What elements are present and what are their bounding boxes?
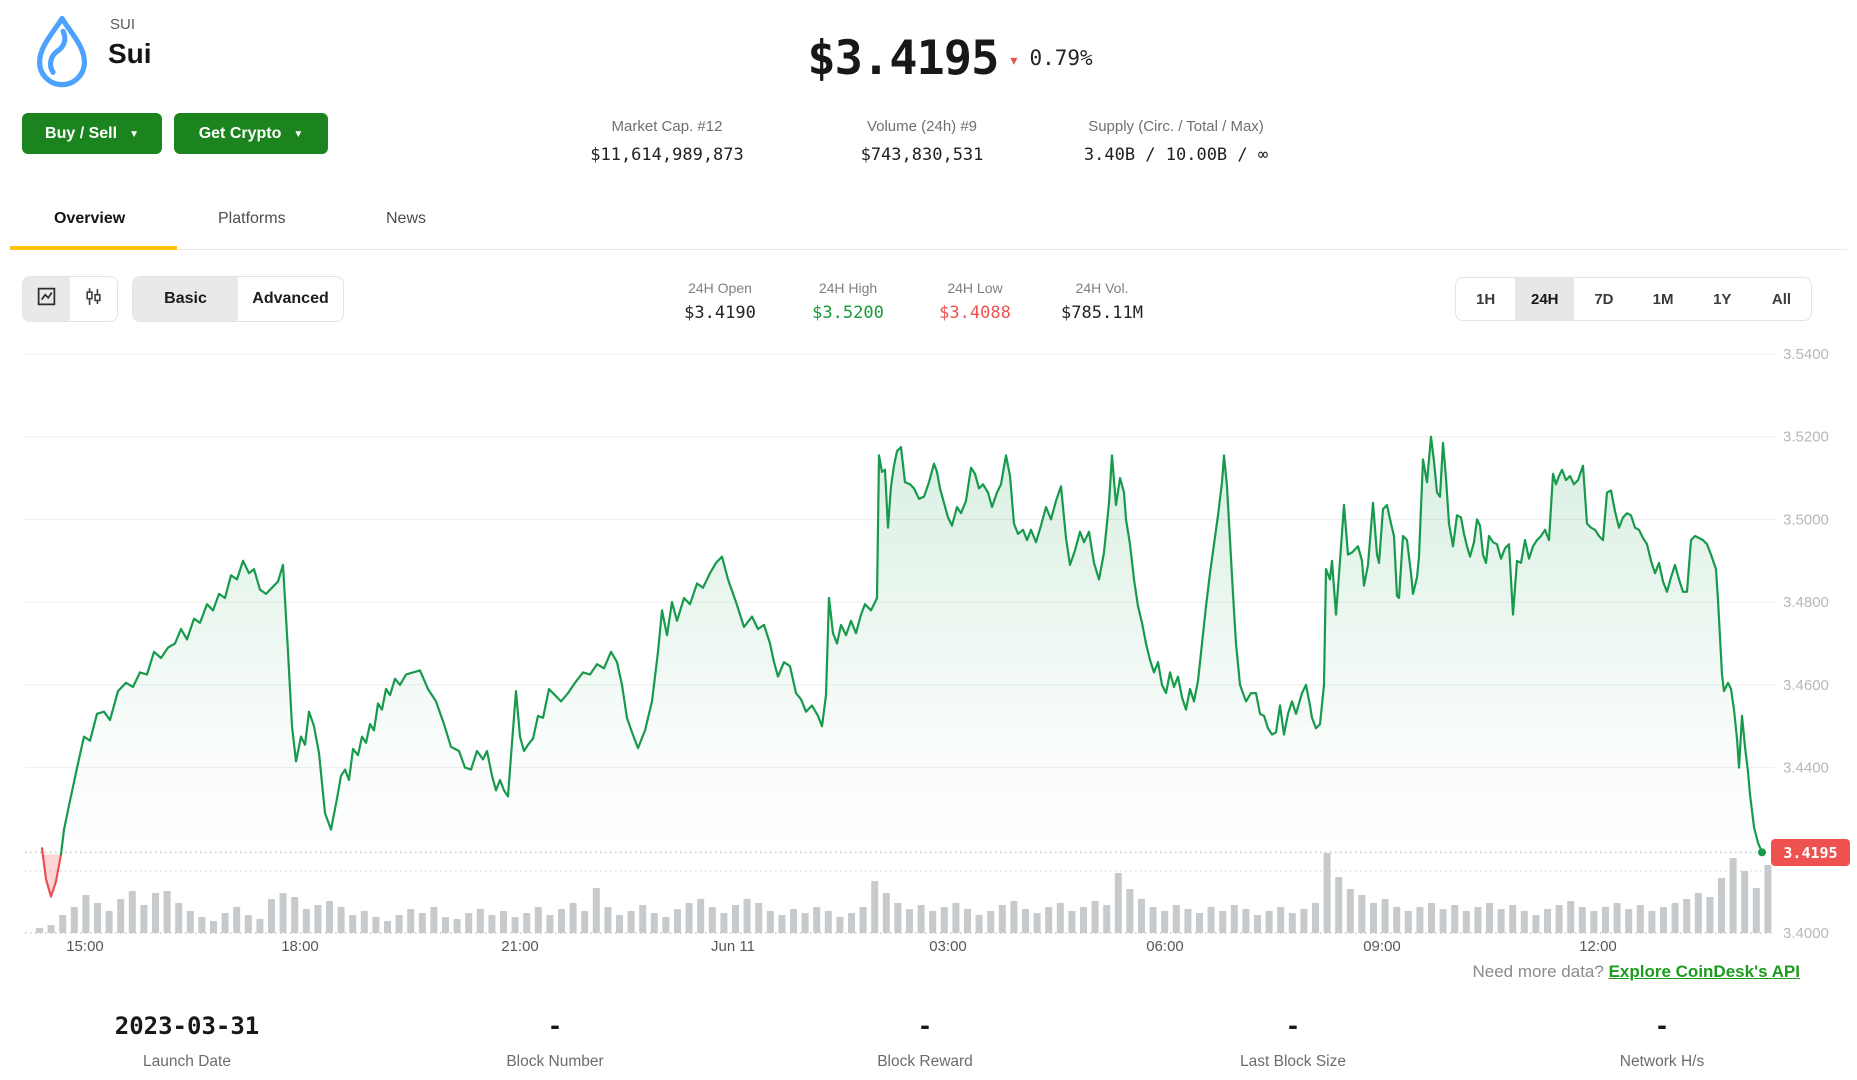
range-1y-button[interactable]: 1Y: [1713, 290, 1732, 308]
network-hs-label: Network H/s: [1619, 1053, 1705, 1070]
launch-date-stat: 2023-03-31 Launch Date: [27, 1012, 347, 1071]
volume-stat: Volume (24h) #9 $743,830,531: [792, 118, 1052, 165]
svg-text:12:00: 12:00: [1579, 938, 1617, 955]
day-open-label: 24H Open: [688, 280, 752, 296]
svg-text:Jun 11: Jun 11: [711, 938, 755, 955]
block-reward-value: -: [917, 1012, 933, 1040]
svg-text:3.5200: 3.5200: [1783, 429, 1829, 446]
chevron-down-icon: ▼: [293, 129, 304, 140]
supply-value: 3.40B / 10.00B / ∞: [1083, 145, 1269, 165]
coin-symbol: SUI: [110, 16, 136, 33]
price-header: $3.4195 ▾ 0.79%: [640, 26, 1260, 90]
tab-divider: [10, 249, 1847, 250]
svg-text:03:00: 03:00: [929, 938, 967, 955]
day-volume-value: $785.11M: [1061, 303, 1143, 323]
day-high-label: 24H High: [818, 280, 878, 296]
market-cap-label: Market Cap. #12: [611, 118, 723, 135]
tab-news[interactable]: News: [386, 210, 427, 227]
price-down-triangle-icon: ▾: [1010, 51, 1018, 68]
tab-overview[interactable]: Overview: [54, 210, 126, 227]
block-number-label: Block Number: [506, 1053, 604, 1070]
time-range-selector: 1H 24H 7D 1M 1Y All: [1455, 277, 1812, 321]
candlestick-icon: [83, 286, 104, 312]
candlestick-toggle[interactable]: [70, 277, 117, 321]
supply-stat: Supply (Circ. / Total / Max) 3.40B / 10.…: [1046, 118, 1306, 165]
current-price-badge: 3.4195: [1771, 839, 1850, 866]
line-chart-toggle[interactable]: [23, 277, 70, 321]
get-crypto-button[interactable]: Get Crypto ▼: [174, 113, 328, 154]
day-open-stat: 24H Open $3.4190: [650, 280, 790, 323]
basic-mode-button[interactable]: Basic: [133, 277, 238, 321]
chart-type-toggle: [22, 276, 118, 322]
market-cap-value: $11,614,989,873: [590, 145, 744, 165]
day-high-stat: 24H High $3.5200: [778, 280, 918, 323]
last-block-size-stat: - Last Block Size: [1133, 1012, 1453, 1071]
range-7d-button[interactable]: 7D: [1594, 290, 1614, 308]
line-chart-icon: [36, 286, 57, 312]
day-high-value: $3.5200: [812, 303, 884, 323]
svg-text:18:00: 18:00: [281, 938, 319, 955]
sui-logo-icon: [26, 14, 98, 88]
svg-text:3.4800: 3.4800: [1783, 594, 1829, 611]
get-crypto-label: Get Crypto: [198, 124, 282, 142]
day-volume-stat: 24H Vol. $785.11M: [1032, 280, 1172, 323]
price-change-percent: 0.79%: [1029, 46, 1093, 70]
supply-label: Supply (Circ. / Total / Max): [1088, 118, 1264, 135]
advanced-mode-button[interactable]: Advanced: [252, 290, 329, 307]
launch-date-value: 2023-03-31: [114, 1012, 260, 1040]
day-low-value: $3.4088: [939, 303, 1011, 323]
svg-text:15:00: 15:00: [66, 938, 104, 955]
chevron-down-icon: ▼: [129, 129, 139, 140]
market-cap-stat: Market Cap. #12 $11,614,989,873: [537, 118, 797, 165]
active-tab-underline: [10, 246, 177, 250]
block-reward-stat: - Block Reward: [765, 1012, 1085, 1071]
day-low-stat: 24H Low $3.4088: [905, 280, 1045, 323]
day-open-value: $3.4190: [684, 303, 756, 323]
network-hs-value: -: [1654, 1012, 1670, 1040]
block-number-value: -: [547, 1012, 563, 1040]
svg-text:3.4600: 3.4600: [1783, 677, 1829, 694]
svg-text:21:00: 21:00: [501, 938, 539, 955]
api-promo-text: Need more data?: [1472, 962, 1604, 981]
block-number-stat: - Block Number: [395, 1012, 715, 1071]
svg-text:3.4400: 3.4400: [1783, 760, 1829, 777]
svg-text:3.4000: 3.4000: [1783, 925, 1829, 942]
price-chart[interactable]: 3.5400 3.5200 3.5000 3.4800 3.4600 3.4400 3.40…: [0, 330, 1857, 990]
network-hs-stat: - Network H/s: [1502, 1012, 1822, 1071]
buy-sell-button[interactable]: Buy / Sell ▼: [22, 113, 162, 154]
explore-api-link[interactable]: Explore CoinDesk's API: [1608, 962, 1800, 981]
block-reward-label: Block Reward: [877, 1053, 973, 1070]
launch-date-label: Launch Date: [143, 1053, 231, 1070]
day-volume-label: 24H Vol.: [1075, 280, 1129, 296]
api-promo: Need more data? Explore CoinDesk's API: [1472, 962, 1800, 982]
tab-platforms[interactable]: Platforms: [218, 210, 286, 227]
svg-text:09:00: 09:00: [1363, 938, 1401, 955]
current-price: $3.4195: [807, 30, 999, 86]
svg-text:06:00: 06:00: [1146, 938, 1184, 955]
svg-text:3.5400: 3.5400: [1783, 346, 1829, 363]
range-1m-button[interactable]: 1M: [1652, 290, 1674, 308]
volume-label: Volume (24h) #9: [866, 118, 978, 135]
day-low-label: 24H Low: [947, 280, 1003, 296]
last-block-size-value: -: [1285, 1012, 1301, 1040]
last-block-size-label: Last Block Size: [1240, 1053, 1346, 1070]
range-1h-button[interactable]: 1H: [1475, 290, 1496, 308]
page-title: Sui: [108, 38, 152, 69]
buy-sell-label: Buy / Sell: [45, 124, 118, 142]
volume-value: $743,830,531: [860, 145, 984, 165]
range-all-button[interactable]: All: [1771, 290, 1792, 308]
basic-advanced-toggle: Basic Advanced: [132, 276, 344, 322]
svg-text:3.5000: 3.5000: [1783, 511, 1829, 528]
range-24h-button[interactable]: 24H: [1515, 278, 1575, 320]
